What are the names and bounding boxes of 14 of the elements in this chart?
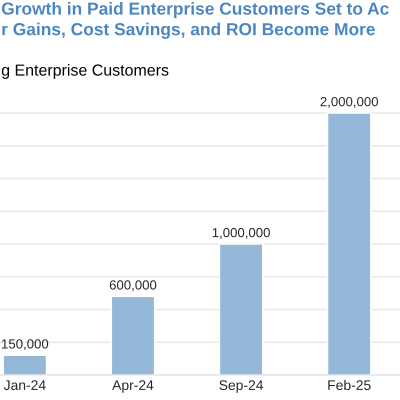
x-tick-label: Sep-24 — [219, 380, 264, 393]
data-label: 150,000 — [2, 339, 48, 350]
data-label: 2,000,000 — [320, 96, 378, 108]
bar — [2, 354, 48, 375]
data-label: 600,000 — [110, 280, 156, 292]
chart-title: Growth in Paid Enterprise Customers Set to Ac r Gains, Cost Savings, and ROI Become More — [2, 2, 389, 39]
bar — [218, 243, 264, 375]
x-tick-label: Feb-25 — [328, 380, 371, 390]
x-tick-label: Apr-24 — [112, 380, 154, 393]
x-tick-label: Jan-24 — [4, 380, 46, 390]
data-label: 1,000,000 — [212, 228, 270, 239]
bar — [326, 112, 372, 375]
chart-subtitle: g Enterprise Customers — [2, 64, 168, 79]
bar — [110, 296, 156, 375]
